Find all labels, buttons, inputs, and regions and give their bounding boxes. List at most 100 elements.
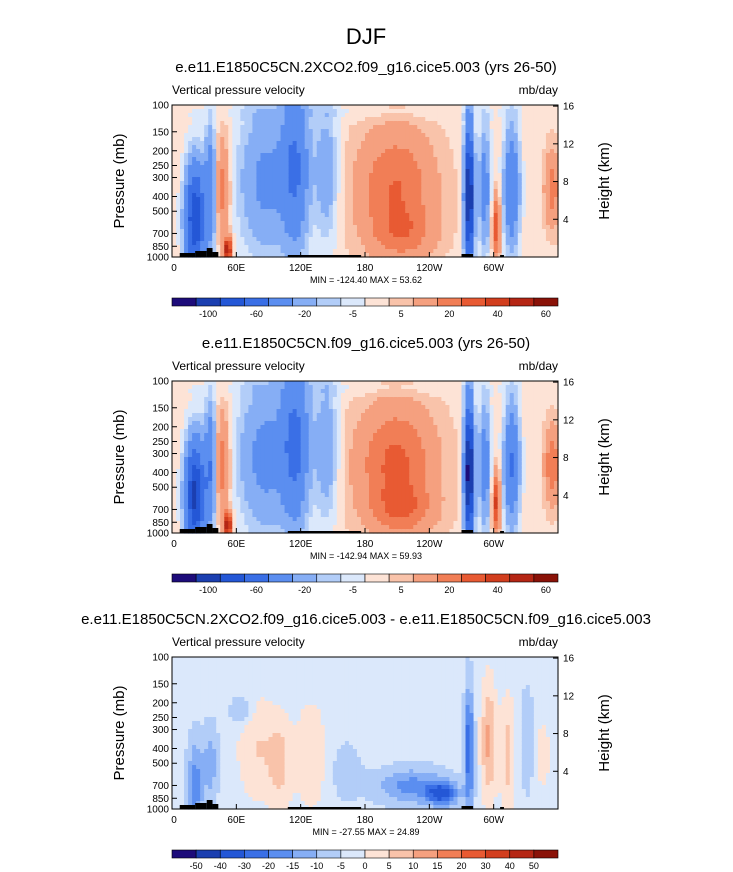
field-cell [180,457,185,462]
field-cell [220,241,225,246]
field-cell [208,481,213,486]
field-cell [300,489,306,494]
field-cell [405,161,410,166]
field-cell [481,121,487,126]
field-cell [485,157,491,162]
field-cell [409,201,414,206]
field-cell [449,189,455,194]
field-cell [413,129,418,134]
field-cell [501,209,507,214]
field-cell [525,249,531,254]
field-cell [365,113,370,118]
field-cell [433,157,438,162]
field-cell [280,141,286,146]
field-cell [256,461,262,466]
field-cell [356,245,362,250]
field-cell [485,169,491,174]
field-cell [244,473,249,478]
field-cell [553,249,559,254]
field-cell [276,513,282,518]
field-cell [525,217,531,222]
field-cell [352,233,358,238]
field-cell [493,201,499,206]
field-cell [521,117,527,122]
field-cell [369,117,374,122]
field-cell [212,389,217,394]
field-cell [192,473,197,478]
field-cell [549,109,555,114]
field-cell [473,209,479,214]
field-cell [224,465,229,470]
field-cell [236,437,241,442]
field-cell [421,201,426,206]
field-cell [445,209,451,214]
field-cell [228,397,233,402]
field-cell [457,121,463,126]
field-cell [216,505,221,510]
field-cell [489,225,495,230]
field-cell [413,185,418,190]
field-cell [344,217,350,222]
field-cell [377,125,382,130]
field-cell [425,237,430,242]
field-cell [172,205,177,210]
field-cell [220,453,225,458]
field-cell [176,409,181,414]
field-cell [517,109,523,114]
field-cell [208,473,213,478]
field-cell [268,177,274,182]
field-cell [196,425,201,430]
field-cell [228,449,233,454]
field-cell [256,233,262,238]
field-cell [461,197,467,202]
field-cell [224,129,229,134]
field-cell [180,125,185,130]
field-cell [264,405,270,410]
field-cell [244,405,249,410]
field-cell [336,177,342,182]
field-cell [413,165,418,170]
field-cell [549,233,555,238]
field-cell [549,205,555,210]
field-cell [280,161,286,166]
field-cell [340,197,346,202]
field-cell [176,117,181,122]
field-cell [236,393,241,398]
field-cell [300,441,306,446]
field-cell [485,193,491,198]
field-cell [204,133,209,138]
colorbar-box [340,297,366,307]
field-cell [320,165,326,170]
field-cell [340,249,346,254]
field-cell [421,129,426,134]
field-cell [196,177,201,182]
field-cell [441,117,447,122]
field-cell [220,421,225,426]
field-cell [425,105,430,110]
field-cell [276,505,282,510]
field-cell [268,229,274,234]
field-cell [284,517,290,522]
field-cell [437,141,442,146]
field-cell [521,181,527,186]
field-cell [216,501,221,506]
field-cell [300,153,306,158]
field-cell [501,217,507,222]
field-cell [433,137,438,142]
field-cell [308,249,314,254]
field-cell [316,201,322,206]
field-cell [188,401,193,406]
field-cell [172,413,177,418]
field-cell [292,249,298,254]
field-cell [276,381,282,386]
field-cell [280,517,286,522]
field-cell [373,197,378,202]
field-cell [244,417,249,422]
field-cell [513,213,519,218]
field-cell [445,109,451,114]
field-cell [228,217,233,222]
field-cell [212,469,217,474]
field-cell [473,137,479,142]
field-cell [421,145,426,150]
field-cell [525,173,531,178]
